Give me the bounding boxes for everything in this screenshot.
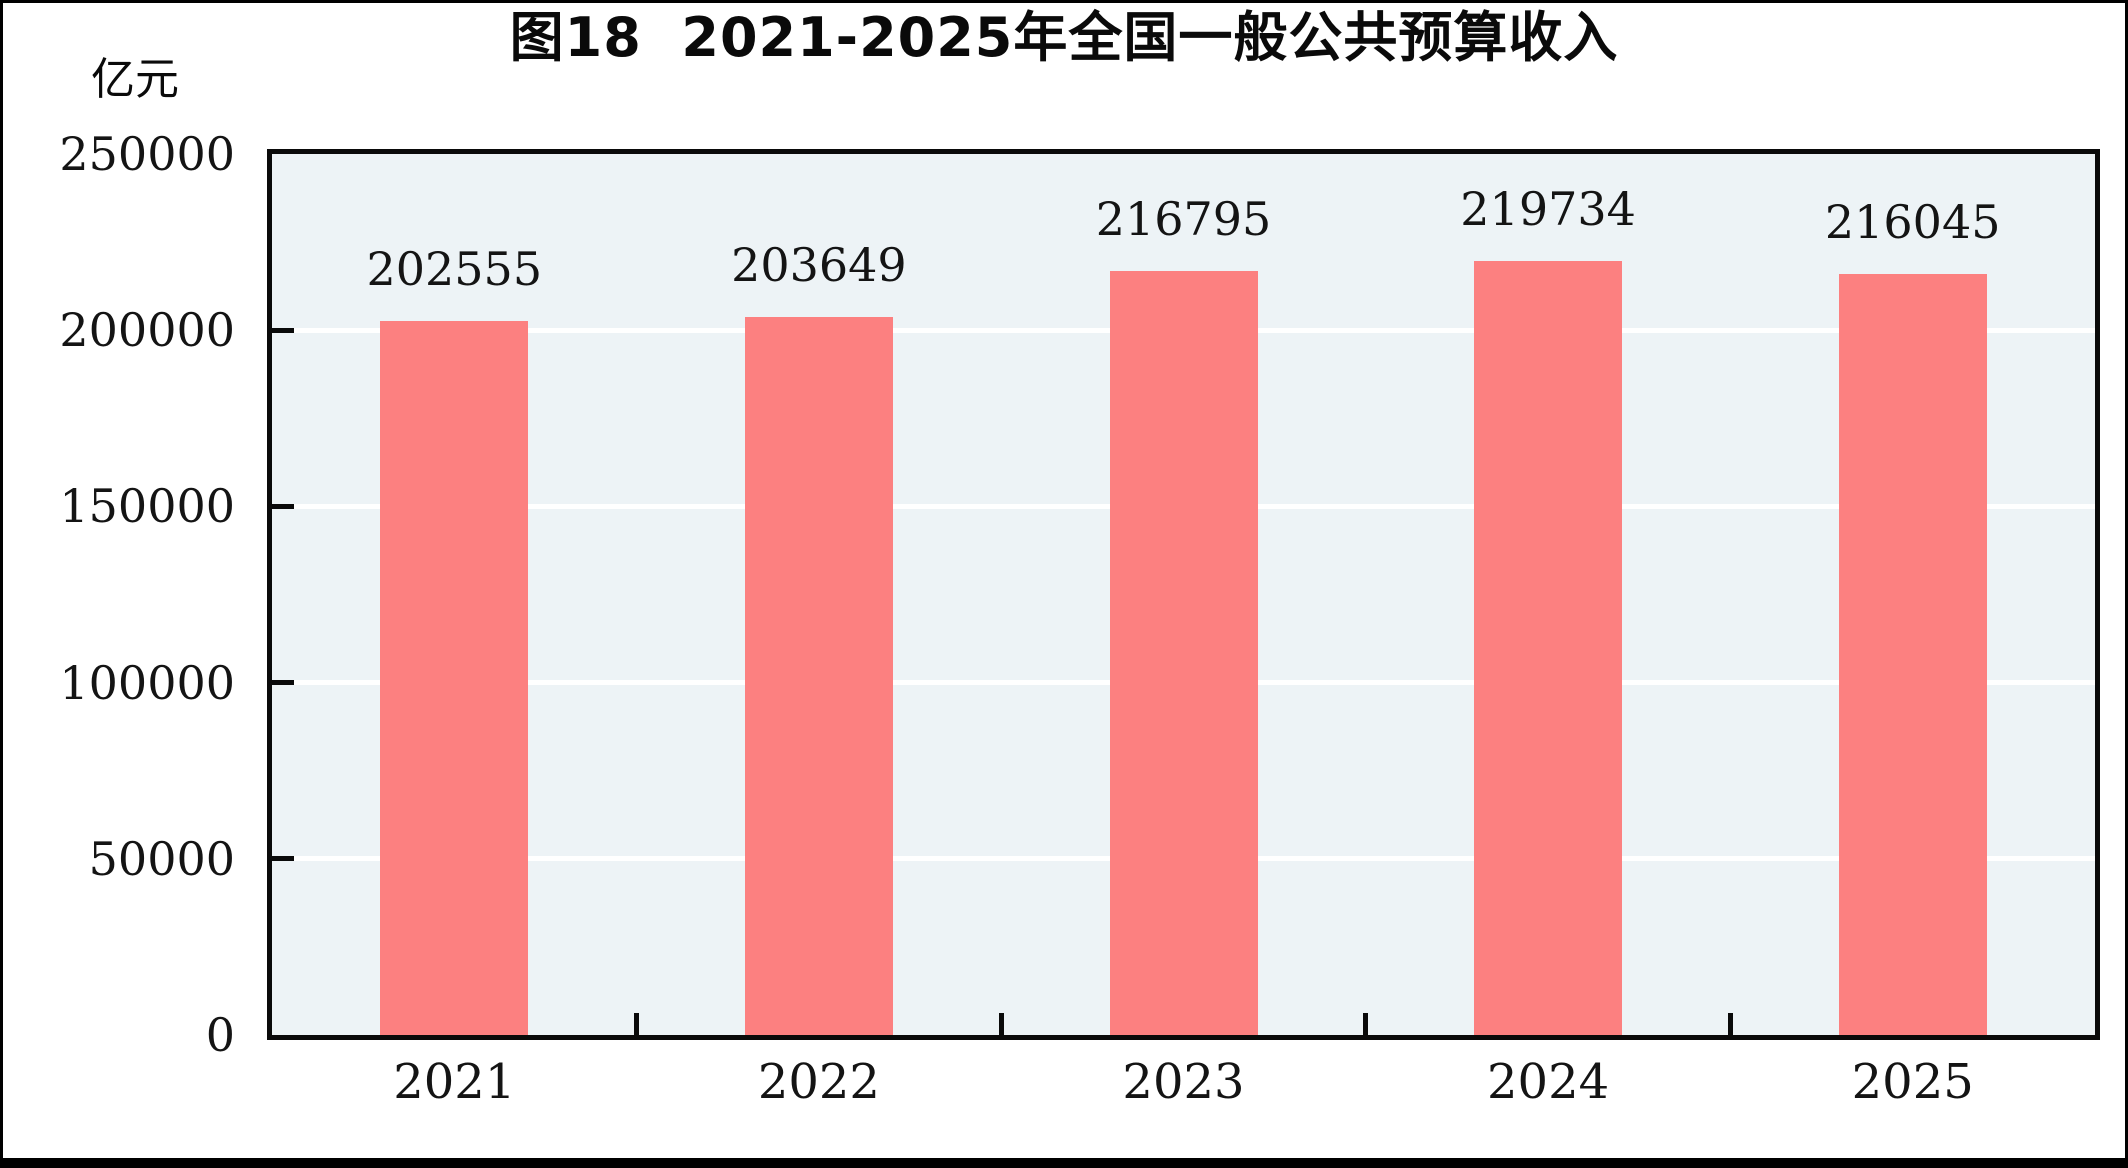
bar xyxy=(744,317,893,1035)
x-tick-mark xyxy=(1727,1013,1733,1035)
y-tick-mark xyxy=(272,503,294,509)
y-axis-tick-label: 150000 xyxy=(59,479,235,534)
bar-value-label: 216045 xyxy=(1824,194,2001,249)
x-axis-tick-label: 2022 xyxy=(757,1054,880,1110)
y-tick-mark xyxy=(272,856,294,862)
x-axis-tick-label: 2024 xyxy=(1487,1054,1610,1110)
bar xyxy=(380,321,529,1035)
y-axis-unit-label: 亿元 xyxy=(91,54,179,105)
x-tick-mark xyxy=(998,1013,1004,1035)
y-axis-tick-label: 250000 xyxy=(59,127,235,181)
plot-area xyxy=(267,149,2100,1040)
x-tick-mark xyxy=(634,1013,640,1035)
y-tick-mark xyxy=(272,327,294,333)
bar-value-label: 203649 xyxy=(731,238,907,293)
y-axis-tick-label: 0 xyxy=(205,1008,235,1062)
y-axis-tick-label: 50000 xyxy=(88,831,235,886)
bar xyxy=(1838,273,1987,1035)
x-axis-tick-label: 2025 xyxy=(1851,1054,1974,1110)
y-tick-mark xyxy=(272,680,294,686)
x-axis-tick-label: 2023 xyxy=(1122,1054,1245,1110)
bar xyxy=(1474,260,1623,1035)
bar-value-label: 216795 xyxy=(1095,192,1272,246)
x-axis-tick-label: 2021 xyxy=(393,1054,516,1110)
bar xyxy=(1109,271,1258,1035)
chart-title: 图18 2021-2025年全国一般公共预算收入 xyxy=(509,6,1619,69)
bar-value-label: 202555 xyxy=(366,242,543,297)
y-axis-tick-label: 200000 xyxy=(59,303,235,358)
y-axis-tick-label: 100000 xyxy=(59,655,235,710)
bar-value-label: 219734 xyxy=(1460,181,1636,236)
x-tick-mark xyxy=(1363,1013,1369,1035)
